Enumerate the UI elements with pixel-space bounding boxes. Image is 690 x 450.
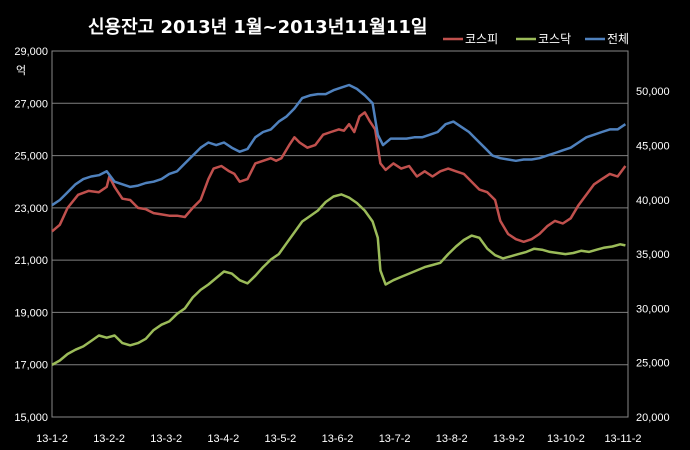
legend-label: 전체 bbox=[607, 32, 629, 46]
x-tick-label: 13-2-2 bbox=[93, 433, 125, 445]
left-tick-label: 21,000 bbox=[14, 255, 48, 267]
x-tick-label: 13-9-2 bbox=[493, 433, 525, 445]
x-tick-label: 13-5-2 bbox=[265, 433, 297, 445]
unit-label: 억 bbox=[16, 64, 26, 77]
x-tick-label: 13-10-2 bbox=[547, 433, 585, 445]
right-tick-label: 25,000 bbox=[636, 358, 670, 370]
legend-label: 코스닥 bbox=[538, 32, 571, 46]
right-axis: 50,000 45,000 40,000 35,000 30,000 25,000 20,0… bbox=[636, 86, 670, 424]
x-tick-label: 13-4-2 bbox=[207, 433, 239, 445]
right-tick-label: 45,000 bbox=[636, 140, 670, 152]
right-tick-label: 35,000 bbox=[636, 249, 670, 261]
left-tick-label: 19,000 bbox=[14, 307, 48, 319]
x-tick-label: 13-11-2 bbox=[604, 433, 641, 445]
right-tick-label: 30,000 bbox=[636, 303, 670, 315]
left-tick-label: 29,000 bbox=[14, 46, 48, 58]
legend: 코스피 코스닥 전체 bbox=[443, 32, 629, 46]
right-tick-label: 20,000 bbox=[636, 412, 670, 424]
x-tick-label: 13-3-2 bbox=[150, 433, 182, 445]
plot-area-border bbox=[51, 50, 629, 418]
left-tick-label: 25,000 bbox=[14, 151, 48, 163]
x-axis: 13-1-2 13-2-2 13-3-2 13-4-2 13-5-2 13-6-2 13-7… bbox=[36, 433, 641, 445]
series-line-3 bbox=[51, 83, 627, 207]
x-tick-label: 13-7-2 bbox=[379, 433, 411, 445]
gridlines bbox=[52, 50, 628, 418]
x-tick-label: 13-1-2 bbox=[36, 433, 68, 445]
left-tick-label: 15,000 bbox=[14, 412, 48, 424]
left-axis: 29,000 27,000 25,000 23,000 21,000 19,000 17,0… bbox=[14, 46, 48, 424]
series-line-2 bbox=[51, 193, 626, 366]
right-tick-label: 50,000 bbox=[636, 86, 670, 98]
series-lines bbox=[51, 83, 627, 366]
left-tick-label: 17,000 bbox=[14, 360, 48, 372]
chart-title: 신용잔고 2013년 1월~2013년11월11일 bbox=[88, 17, 427, 38]
series-line-1 bbox=[51, 111, 627, 244]
left-tick-label: 23,000 bbox=[14, 203, 48, 215]
right-tick-label: 40,000 bbox=[636, 195, 670, 207]
x-tick-label: 13-6-2 bbox=[322, 433, 354, 445]
left-tick-label: 27,000 bbox=[14, 98, 48, 110]
legend-label: 코스피 bbox=[465, 32, 498, 46]
x-tick-label: 13-8-2 bbox=[436, 433, 468, 445]
